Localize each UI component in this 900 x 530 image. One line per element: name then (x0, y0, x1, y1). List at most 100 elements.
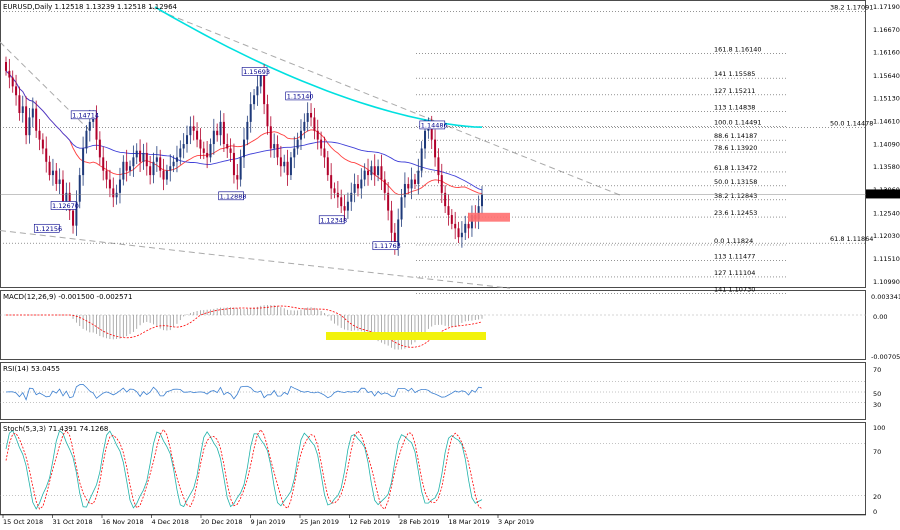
fib-label: 161.8 1.16140 (714, 46, 762, 54)
candle-body (61, 179, 64, 202)
candle-body (289, 157, 292, 176)
candle-body (45, 148, 48, 162)
candle-body (242, 139, 246, 158)
candle-body (15, 86, 18, 96)
macd-tick-top: 0.003341 (871, 293, 900, 301)
candle-body (75, 201, 78, 226)
candle-body (306, 113, 309, 122)
candle-body (343, 206, 346, 211)
candle-body (316, 130, 319, 140)
fib-label: 0.0 1.11824 (714, 237, 753, 245)
candle-body (92, 117, 95, 122)
candle-body (279, 157, 282, 167)
price-label: 1.11763 (374, 242, 401, 250)
candle-body (320, 139, 323, 149)
candle-body (98, 139, 101, 158)
candle-body (88, 121, 91, 131)
candle-body (115, 192, 118, 198)
candle-body (430, 126, 433, 140)
candle-body (222, 121, 225, 145)
fib-label: 141 1.10730 (714, 286, 755, 294)
candle-body (209, 144, 212, 158)
candle-body (216, 130, 219, 136)
candle-body (293, 148, 296, 158)
candle-body (219, 121, 222, 136)
price-tick: 1.15130 (873, 94, 900, 102)
candle-body (383, 179, 386, 193)
stoch-d-line (5, 428, 483, 510)
candle-body (259, 75, 262, 87)
candle-body (162, 170, 165, 180)
macd-pane[interactable] (0, 290, 866, 360)
candle-body (434, 139, 437, 158)
price-label-box (419, 120, 446, 130)
indicator-layer (0, 304, 866, 510)
candle-body (149, 166, 152, 176)
rsi-pane[interactable] (0, 362, 866, 420)
macd-highlight (326, 332, 486, 340)
x-tick-label: 4 Dec 2018 (152, 518, 189, 526)
price-tick: 1.12030 (873, 232, 900, 240)
rsi-tick-30: 30 (873, 401, 881, 409)
x-tick-label: 31 Oct 2018 (53, 518, 93, 526)
candle-body (353, 183, 356, 193)
candle-body (182, 144, 185, 149)
price-tick: 1.14610 (873, 117, 900, 125)
candle-body (212, 130, 215, 145)
candle-body (356, 183, 359, 189)
candle-body (407, 183, 410, 189)
candle-body (467, 223, 470, 229)
stoch-pane[interactable] (0, 422, 866, 515)
fib-label: 38.2 1.17091 (830, 3, 873, 11)
candle-body (118, 179, 121, 193)
candle-body (273, 144, 276, 149)
price-label: 1.14714 (72, 111, 99, 119)
main-pane[interactable] (0, 0, 866, 288)
price-label-box (241, 67, 268, 76)
price-tick: 1.15640 (873, 72, 900, 80)
price-tick: 1.14090 (873, 141, 900, 149)
candle-body (276, 144, 279, 158)
price-label: 1.15693 (243, 68, 270, 76)
candle-body (226, 144, 229, 149)
price-label-box (50, 201, 77, 210)
candle-body (450, 215, 453, 224)
ma-long-line (154, 6, 483, 128)
x-tick-label: 28 Feb 2019 (399, 518, 439, 526)
candle-body (326, 157, 329, 176)
price-tick: 1.10990 (873, 278, 900, 286)
price-tick: 1.13580 (873, 163, 900, 171)
candle-body (165, 170, 168, 180)
candle-body (199, 139, 202, 149)
rsi-tick-70: 70 (873, 366, 881, 374)
candle-body (38, 130, 41, 140)
candle-body (310, 113, 313, 118)
candle-body (299, 130, 302, 140)
candle-body (460, 232, 463, 238)
fib-label: 113 1.11477 (714, 252, 755, 260)
candle-body (122, 161, 125, 180)
price-label-box (70, 110, 97, 120)
candle-body (417, 170, 420, 184)
candle-body (132, 157, 135, 167)
fib-label: 23.6 1.12453 (714, 209, 757, 217)
trendline-upper (149, 6, 621, 196)
candle-body (152, 161, 155, 176)
candle-body (105, 170, 108, 180)
candle-body (55, 170, 58, 184)
fib-label: 127 1.15211 (714, 87, 755, 95)
candle-body (159, 157, 162, 171)
macd-zero-box (866, 312, 900, 320)
candle-body (202, 148, 205, 153)
candle-body (266, 104, 269, 127)
fib-label: 61.8 1.13472 (714, 164, 757, 172)
fib-label: 127 1.11104 (714, 269, 755, 277)
candle-body (108, 179, 111, 189)
candle-body (11, 77, 14, 87)
x-tick-label: 16 Nov 2018 (102, 518, 144, 526)
candle-body (464, 223, 467, 233)
candle-body (246, 121, 249, 140)
fib-label: 88.6 1.14187 (714, 132, 757, 140)
